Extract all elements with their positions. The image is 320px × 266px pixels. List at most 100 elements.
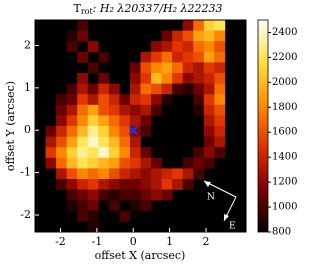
heatmap-cell xyxy=(119,210,131,222)
heatmap-cell xyxy=(182,30,194,42)
heatmap-cell xyxy=(66,179,78,190)
heatmap-cell xyxy=(214,136,226,148)
heatmap-cell xyxy=(161,168,173,180)
heatmap-cell xyxy=(172,73,183,84)
heatmap-cell xyxy=(172,51,183,63)
heatmap-cell xyxy=(66,157,78,169)
heatmap-cell xyxy=(87,189,99,201)
heatmap-cell xyxy=(182,157,194,169)
heatmap-cell xyxy=(87,221,99,233)
heatmap-cell xyxy=(140,83,152,95)
heatmap-cell xyxy=(151,83,162,95)
heatmap-cell xyxy=(98,51,110,63)
heatmap-cell xyxy=(161,73,173,84)
heatmap-cell xyxy=(66,83,78,95)
heatmap-cell xyxy=(87,115,99,127)
heatmap-cell xyxy=(193,41,205,53)
heatmap-cell xyxy=(119,168,131,180)
heatmap-cell xyxy=(45,147,57,159)
heatmap-cell xyxy=(193,94,205,106)
heatmap-cell xyxy=(203,83,215,95)
heatmap-cell xyxy=(182,41,194,53)
heatmap-cell xyxy=(140,157,152,169)
heatmap-cell xyxy=(77,94,89,106)
heatmap-cell xyxy=(87,104,99,116)
colorbar-tick-label: 1600 xyxy=(272,127,297,138)
heatmap-cell xyxy=(193,73,205,84)
heatmap-cell xyxy=(140,51,152,63)
heatmap-cell xyxy=(77,200,89,212)
plot-frame xyxy=(34,19,247,233)
heatmap-cell xyxy=(203,147,215,159)
heatmap-cell xyxy=(108,179,120,190)
heatmap-cell xyxy=(140,179,152,190)
heatmap-cell xyxy=(193,62,205,74)
compass-north-head xyxy=(204,181,211,187)
heatmap-cell xyxy=(119,126,131,137)
heatmap-cell xyxy=(56,104,67,116)
heatmap-cell xyxy=(66,189,78,201)
heatmap-cell xyxy=(77,104,89,116)
heatmap-cell xyxy=(87,94,99,106)
heatmap-cell xyxy=(203,30,215,42)
heatmap-cell xyxy=(151,189,162,201)
heatmap-cell xyxy=(77,115,89,127)
heatmap-cell xyxy=(151,51,162,63)
x-tick-label: 1 xyxy=(166,235,173,248)
heatmap-cell xyxy=(119,94,131,106)
heatmap-cell xyxy=(193,30,205,42)
heatmap-cell xyxy=(56,168,67,180)
colorbar-tick-label: 1800 xyxy=(272,102,297,113)
heatmap-cell xyxy=(140,126,152,137)
heatmap-cell xyxy=(87,179,99,190)
heatmap-cell xyxy=(214,115,226,127)
heatmap-cell xyxy=(66,30,78,42)
x-tick-label: -1 xyxy=(91,235,102,248)
y-tick-label: 1 xyxy=(24,81,31,94)
x-tick-label: 2 xyxy=(202,235,209,248)
heatmap-cell xyxy=(203,157,215,169)
heatmap-cell xyxy=(66,41,78,53)
heatmap-cell xyxy=(119,136,131,148)
heatmap-cell xyxy=(193,168,205,180)
heatmap-cell xyxy=(98,157,110,169)
heatmap-cell xyxy=(214,126,226,137)
heatmap-cell xyxy=(56,115,67,127)
heatmap-cell xyxy=(161,83,173,95)
heatmap-cell xyxy=(172,168,183,180)
x-tick-label: -2 xyxy=(55,235,66,248)
heatmap-cell xyxy=(98,94,110,106)
heatmap-cell xyxy=(77,20,89,31)
heatmap-cell xyxy=(214,20,226,31)
heatmap-cell xyxy=(182,51,194,63)
heatmap-cell xyxy=(193,51,205,63)
heatmap-cell xyxy=(98,179,110,190)
heatmap-cell xyxy=(108,136,120,148)
heatmap-cell xyxy=(129,136,141,148)
y-tick-label: -2 xyxy=(20,208,31,221)
heatmap-cell xyxy=(193,147,205,159)
heatmap-cell xyxy=(214,104,226,116)
heatmap-cell xyxy=(108,168,120,180)
x-axis-label: offset X (arcsec) xyxy=(95,249,186,262)
heatmap-cell xyxy=(151,41,162,53)
heatmap-cell xyxy=(87,126,99,137)
heatmap-cell xyxy=(77,30,89,42)
colorbar-tick-label: 1200 xyxy=(272,177,297,188)
y-tick-label: 0 xyxy=(24,123,31,136)
compass-east-label: E xyxy=(229,222,236,232)
heatmap-cell xyxy=(182,20,194,31)
heatmap-cell xyxy=(45,126,57,137)
heatmap-cell xyxy=(108,157,120,169)
heatmap-cell xyxy=(56,179,67,190)
heatmap-cell xyxy=(66,168,78,180)
heatmap-cell xyxy=(77,51,89,63)
heatmap-cell xyxy=(161,41,173,53)
heatmap-cell xyxy=(98,136,110,148)
heatmap-cell xyxy=(56,157,67,169)
heatmap-cell xyxy=(129,94,141,106)
heatmap-cell xyxy=(119,115,131,127)
heatmap-cell xyxy=(140,104,152,116)
heatmap-cell xyxy=(87,83,99,95)
heatmap-cell xyxy=(108,126,120,137)
